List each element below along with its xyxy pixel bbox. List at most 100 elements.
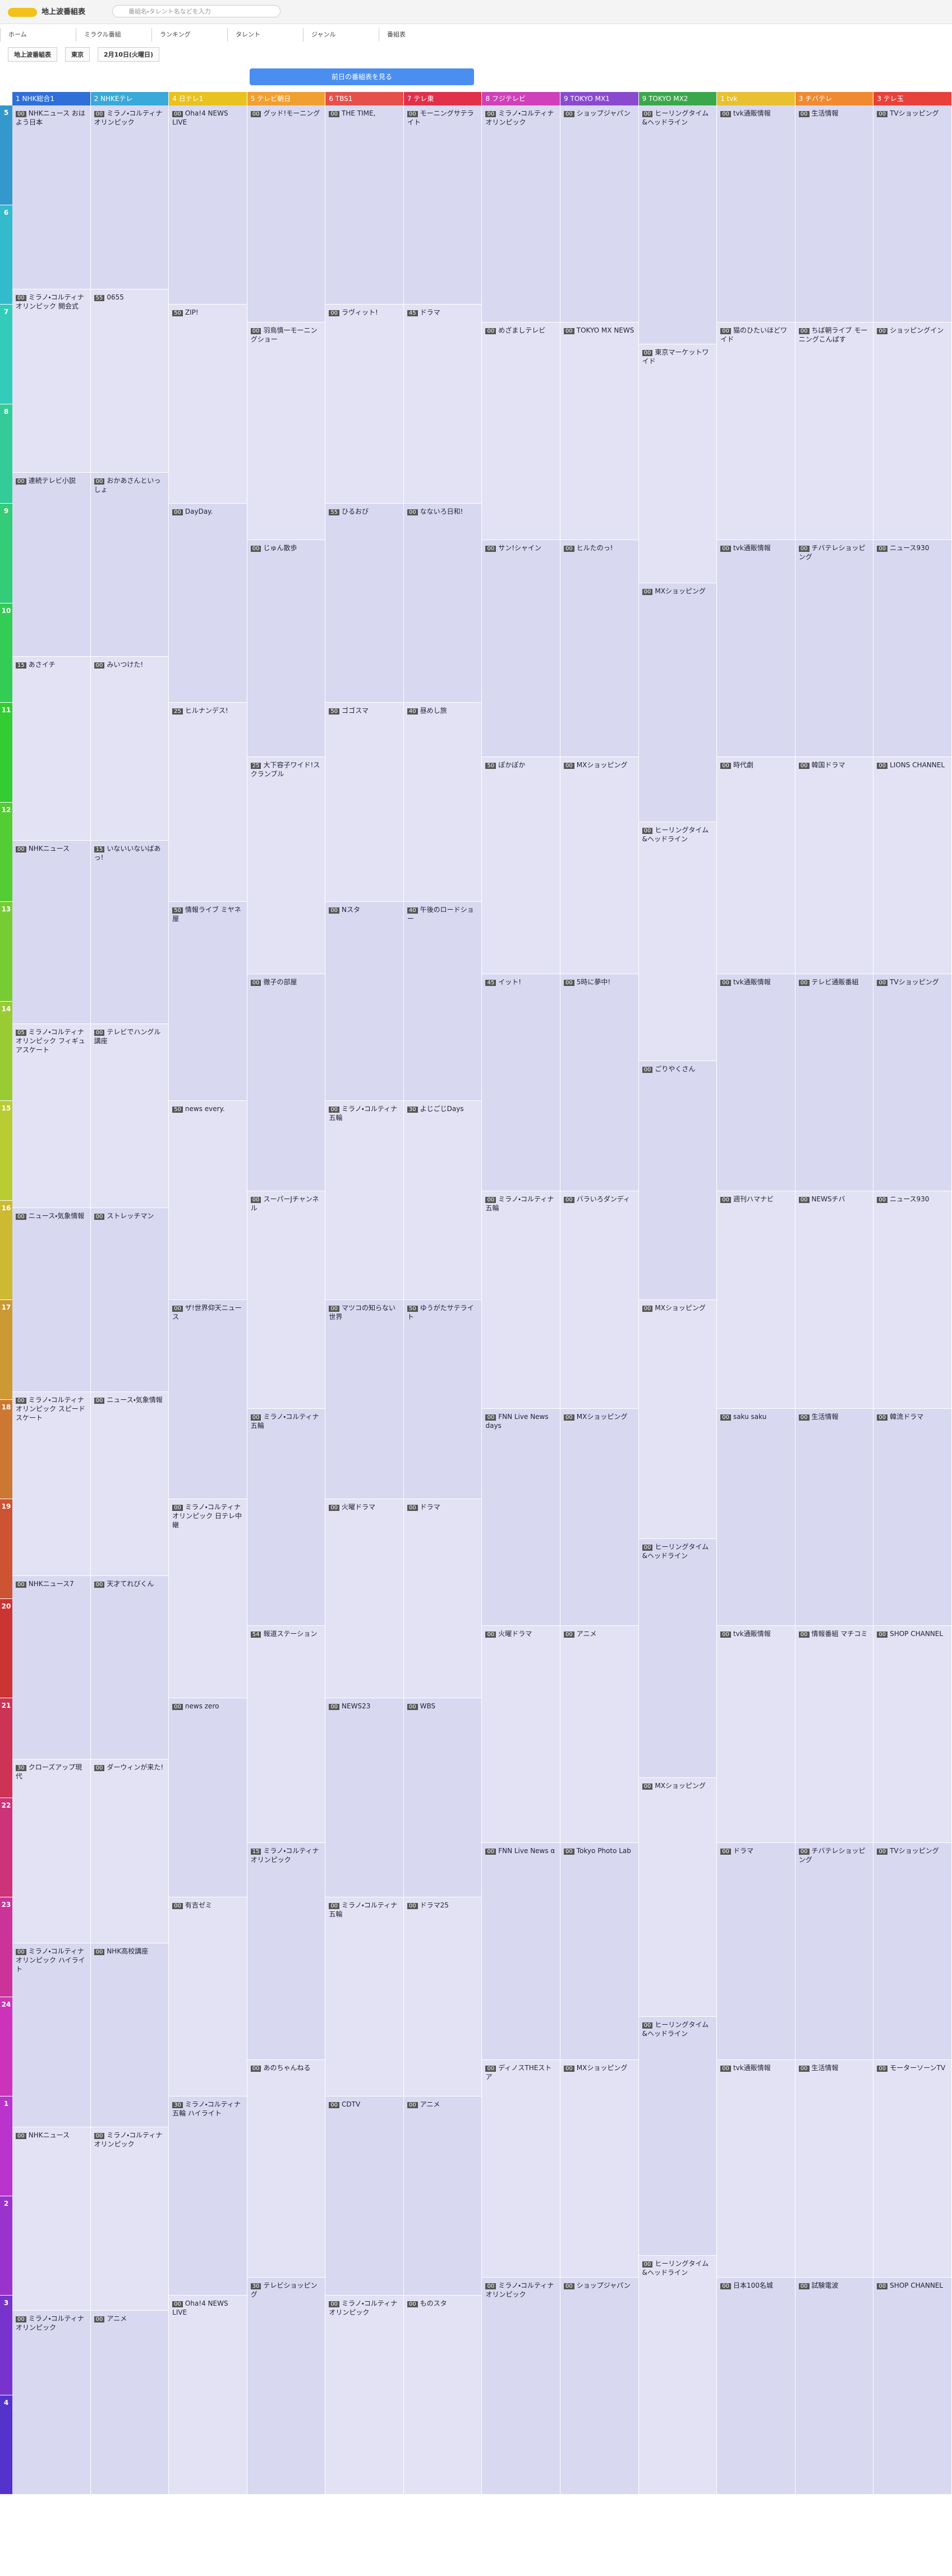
program[interactable]: 00 ごりやくさん — [638, 1061, 717, 1300]
program[interactable]: 00 ラヴィット! — [325, 305, 403, 504]
program[interactable]: 00 火曜ドラマ — [482, 1625, 560, 1844]
program[interactable]: 00 テレビでハングル講座 — [90, 1024, 169, 1209]
program[interactable]: 00 TVショッピング — [873, 974, 951, 1192]
channel-tab[interactable]: 1 tvk — [717, 92, 795, 105]
program[interactable]: 00 生活情報 — [795, 1408, 873, 1626]
program[interactable]: 00 めざましテレビ — [482, 322, 560, 540]
program[interactable]: 00 試験電波 — [795, 2277, 873, 2495]
program[interactable]: 00 ミラノ・コルティナオリンピック ハイライト — [12, 1943, 90, 2127]
program[interactable]: 00 週刊ハマナビ — [717, 1191, 795, 1409]
program[interactable]: 00 サン!シャイン — [482, 540, 560, 757]
channel-tab[interactable]: 5 テレビ朝日 — [247, 92, 326, 105]
program[interactable]: 00 モーニングサテライト — [403, 105, 482, 305]
nav-link[interactable]: ジャンル — [303, 28, 379, 42]
program[interactable]: 00 ドラマ — [717, 1843, 795, 2061]
program[interactable]: 00 ちば朝ライブ モーニングこんぱす — [795, 322, 873, 540]
program[interactable]: 00 ヒーリングタイム&ヘッドライン — [638, 1539, 717, 1778]
program[interactable]: 00 MXショッピング — [638, 1778, 717, 2017]
program[interactable]: 00 モーターソーンTV — [873, 2060, 951, 2278]
program[interactable]: 00 ヒーリングタイム&ヘッドライン — [638, 2017, 717, 2256]
program[interactable]: 05 ミラノ・コルティナオリンピック フィギュアスケート — [12, 1024, 90, 1209]
program[interactable]: 00 tvk通販情報 — [717, 105, 795, 323]
program[interactable]: 30 クローズアップ現代 — [12, 1759, 90, 1943]
program[interactable]: 00 MXショッピング — [560, 757, 638, 975]
channel-tab[interactable]: 1 NHK総合1 — [12, 92, 91, 105]
program[interactable]: 00 NEWS23 — [325, 1698, 403, 1897]
program[interactable]: 00 韓国ドラマ — [795, 757, 873, 975]
program[interactable]: 15 いないいないばあっ! — [90, 840, 169, 1025]
program[interactable]: 00 ミラノ・コルティナオリンピック — [12, 2311, 90, 2495]
program[interactable]: 25 大下容子ワイド!スクランブル — [247, 757, 325, 975]
search-box[interactable]: 番組名・タレント名などを入力 — [112, 5, 280, 17]
program[interactable]: 00 news zero — [169, 1698, 247, 1897]
program[interactable]: 00 時代劇 — [717, 757, 795, 975]
program[interactable]: 00 ヒルたのっ! — [560, 540, 638, 757]
program[interactable]: 00 ヒーリングタイム&ヘッドライン — [638, 2256, 717, 2495]
program[interactable]: 00 テレビ通販番組 — [795, 974, 873, 1192]
program[interactable]: 00 THE TIME, — [325, 105, 403, 305]
program[interactable]: 00 NHKニュース — [12, 2127, 90, 2311]
program[interactable]: 00 おかあさんといっしょ — [90, 473, 169, 657]
channel-tab[interactable]: 8 フジテレビ — [482, 92, 561, 105]
program[interactable]: 00 ミラノ・コルティナオリンピック — [90, 2127, 169, 2311]
program[interactable]: 00 じゅん散歩 — [247, 540, 325, 757]
program[interactable]: 54 報道ステーション — [247, 1625, 325, 1844]
program[interactable]: 50 ゴゴスマ — [325, 703, 403, 902]
program[interactable]: 00 天才てれびくん — [90, 1575, 169, 1760]
program[interactable]: 00 東京マーケットワイド — [638, 344, 717, 583]
channel-tab[interactable]: 3 チバテレ — [795, 92, 874, 105]
program[interactable]: 00 TOKYO MX NEWS — [560, 322, 638, 540]
program[interactable]: 00 韓流ドラマ — [873, 1408, 951, 1626]
nav-link[interactable]: タレント — [227, 28, 303, 42]
program[interactable]: 00 ミラノ・コルティナオリンピック 日テレ中継 — [169, 1499, 247, 1698]
program[interactable]: 00 日本100名城 — [717, 2277, 795, 2495]
program[interactable]: 00 マツコの知らない世界 — [325, 1300, 403, 1499]
program[interactable]: 00 TVショッピング — [873, 1843, 951, 2061]
program[interactable]: 45 ドラマ — [403, 305, 482, 504]
program[interactable]: 30 ミラノ・コルティナ五輪 ハイライト — [169, 2096, 247, 2296]
program[interactable]: 00 ミラノ・コルティナオリンピック 開会式 — [12, 289, 90, 473]
program[interactable]: 40 午後のロードショー — [403, 902, 482, 1101]
program[interactable]: 00 ミラノ・コルティナオリンピック — [482, 2277, 560, 2495]
channel-tab[interactable]: 9 TOKYO MX2 — [638, 92, 718, 105]
program[interactable]: 00 SHOP CHANNEL — [873, 2277, 951, 2495]
program[interactable]: 00 アニメ — [560, 1625, 638, 1844]
program[interactable]: 00 ドラマ25 — [403, 1897, 482, 2096]
program[interactable]: 00 ミラノ・コルティナ五輪 — [247, 1408, 325, 1626]
program[interactable]: 00 火曜ドラマ — [325, 1499, 403, 1698]
program[interactable]: 00 NHKニュース7 — [12, 1575, 90, 1760]
program[interactable]: 00 ダーウィンが来た! — [90, 1759, 169, 1943]
program[interactable]: 50 ぽかぽか — [482, 757, 560, 975]
program[interactable]: 00 スーパーJチャンネル — [247, 1191, 325, 1409]
program[interactable]: 00 NHKニュース — [12, 840, 90, 1025]
program[interactable]: 00 Oha!4 NEWS LIVE — [169, 105, 247, 305]
program[interactable]: 00 ミラノ・コルティナオリンピック スピードスケート — [12, 1391, 90, 1576]
program[interactable]: 00 ニュース・気象情報 — [12, 1208, 90, 1392]
program[interactable]: 00 なないろ日和! — [403, 504, 482, 703]
program[interactable]: 00 アニメ — [90, 2311, 169, 2495]
program[interactable]: 00 ミラノ・コルティナオリンピック — [482, 105, 560, 323]
program[interactable]: 50 ZIP! — [169, 305, 247, 504]
program[interactable]: 00 Nスタ — [325, 902, 403, 1101]
program[interactable]: 55 ひるおび — [325, 504, 403, 703]
program[interactable]: 00 ニュース930 — [873, 1191, 951, 1409]
program[interactable]: 00 ミラノ・コルティナオリンピック — [325, 2296, 403, 2495]
nav-link[interactable]: ランキング — [151, 28, 227, 42]
nav-link[interactable]: ミラクル番組 — [76, 28, 151, 42]
program[interactable]: 00 Tokyo Photo Lab — [560, 1843, 638, 2061]
program[interactable]: 50 情報ライブ ミヤネ屋 — [169, 902, 247, 1101]
program[interactable]: 00 NHK高校講座 — [90, 1943, 169, 2127]
program[interactable]: 00 ものスタ — [403, 2296, 482, 2495]
program[interactable]: 50 ゆうがたサテライト — [403, 1300, 482, 1499]
program[interactable]: 00 ニュース930 — [873, 540, 951, 757]
program[interactable]: 15 ミラノ・コルティナオリンピック — [247, 1843, 325, 2061]
program[interactable]: 00 MXショッピング — [560, 1408, 638, 1626]
program[interactable]: 00 アニメ — [403, 2096, 482, 2296]
program[interactable]: 00 みいつけた! — [90, 657, 169, 841]
program[interactable]: 00 tvk通販情報 — [717, 540, 795, 757]
program[interactable]: 00 生活情報 — [795, 2060, 873, 2278]
channel-tab[interactable]: 2 NHKEテレ — [90, 92, 169, 105]
program[interactable]: 45 イット! — [482, 974, 560, 1192]
program[interactable]: 00 ショッピングイン — [873, 322, 951, 540]
program[interactable]: 00 ミラノ・コルティナ五輪 — [325, 1897, 403, 2096]
